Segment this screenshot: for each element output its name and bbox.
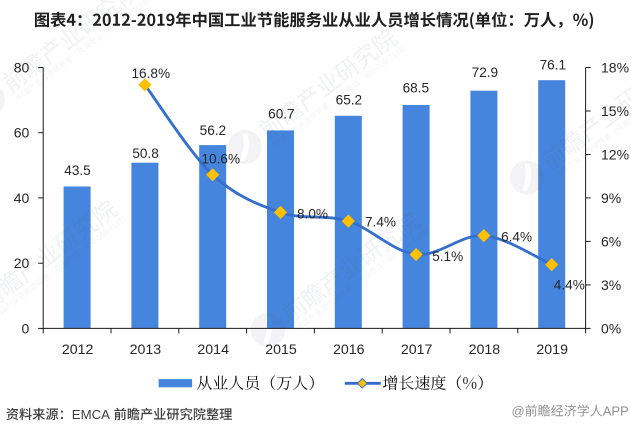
- svg-text:18%: 18%: [601, 59, 629, 75]
- svg-text:56.2: 56.2: [200, 123, 226, 138]
- svg-text:7.4%: 7.4%: [365, 215, 396, 230]
- svg-text:10.6%: 10.6%: [202, 151, 241, 166]
- svg-text:43.5: 43.5: [64, 163, 90, 178]
- svg-text:2013: 2013: [130, 342, 162, 358]
- svg-text:0: 0: [22, 320, 30, 336]
- svg-text:2015: 2015: [265, 342, 297, 358]
- svg-text:12%: 12%: [601, 146, 629, 162]
- svg-text:40: 40: [14, 190, 30, 206]
- svg-text:2019: 2019: [536, 342, 568, 358]
- svg-text:2018: 2018: [469, 342, 501, 358]
- svg-text:6.4%: 6.4%: [501, 230, 532, 245]
- svg-text:5.1%: 5.1%: [432, 249, 463, 264]
- svg-text:6%: 6%: [601, 233, 621, 249]
- svg-text:4.4%: 4.4%: [554, 278, 585, 293]
- svg-text:2014: 2014: [197, 342, 229, 358]
- svg-text:APP: APP: [603, 404, 629, 419]
- svg-text:2012: 2012: [62, 342, 94, 358]
- svg-text:8.0%: 8.0%: [297, 206, 328, 221]
- svg-text:68.5: 68.5: [403, 81, 429, 96]
- svg-text:60: 60: [14, 125, 30, 141]
- svg-text:16.8%: 16.8%: [132, 66, 171, 81]
- svg-text:65.2: 65.2: [336, 93, 362, 108]
- svg-text:3%: 3%: [601, 277, 621, 293]
- svg-text:20: 20: [14, 255, 30, 271]
- svg-text:@: @: [512, 404, 525, 419]
- svg-text:0%: 0%: [601, 320, 621, 336]
- svg-text:EMCA: EMCA: [72, 407, 110, 422]
- svg-text:50.8: 50.8: [132, 146, 158, 161]
- svg-text:2017: 2017: [401, 342, 433, 358]
- svg-text:9%: 9%: [601, 190, 621, 206]
- svg-text:2016: 2016: [333, 342, 365, 358]
- svg-text:80: 80: [14, 59, 30, 75]
- svg-text:60.7: 60.7: [268, 106, 294, 121]
- svg-text:15%: 15%: [601, 103, 629, 119]
- svg-text:76.1: 76.1: [540, 57, 566, 72]
- svg-text:72.9: 72.9: [472, 65, 498, 80]
